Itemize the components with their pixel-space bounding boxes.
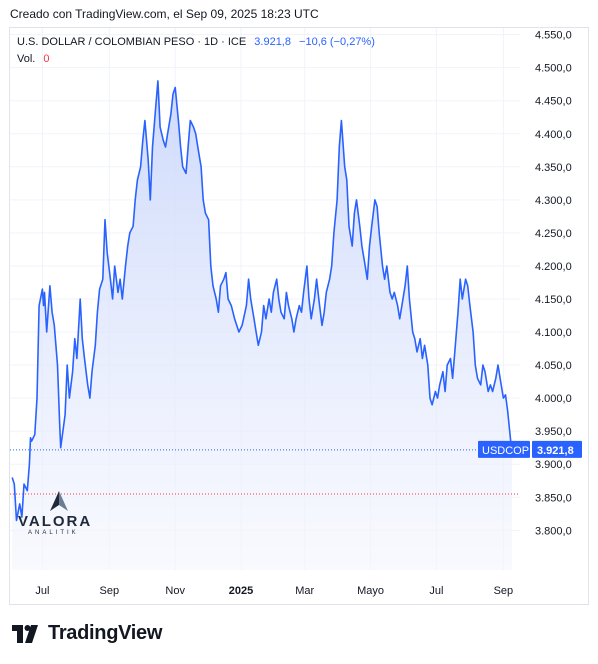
y-tick-label: 4.200,0 [535, 261, 572, 273]
y-tick-label: 4.550,0 [535, 30, 572, 42]
x-tick-label: Mayo [357, 585, 384, 597]
valora-watermark: VALORA ANALITIK [18, 491, 93, 536]
y-tick-label: 4.450,0 [535, 96, 572, 108]
volume-label: Vol. [17, 53, 36, 65]
ticker-tag-bg [478, 440, 530, 458]
x-axis-ticks: Jul Sep Nov 2025 Mar Mayo Jul Sep [35, 585, 513, 597]
x-tick-label: 2025 [229, 585, 253, 597]
ticker-tag-text: USDCOP [482, 445, 529, 457]
x-tick-label: Mar [295, 585, 314, 597]
chart-frame [9, 27, 589, 605]
x-tick-label: Jul [429, 585, 443, 597]
y-tick-label: 3.850,0 [535, 492, 572, 504]
y-tick-label: 4.400,0 [535, 129, 572, 141]
x-tick-label: Sep [494, 585, 514, 597]
y-tick-label: 3.800,0 [535, 525, 572, 537]
tradingview-footer-logo[interactable]: TradingView [12, 622, 162, 645]
y-tick-label: 4.500,0 [535, 63, 572, 75]
tradingview-logo-icon [12, 624, 38, 643]
valora-sub: ANALITIK [28, 530, 79, 536]
valora-logo-icon [50, 491, 68, 511]
x-tick-label: Sep [100, 585, 120, 597]
symbol-description: U.S. DOLLAR / COLOMBIAN PESO · 1D · ICE [17, 36, 247, 48]
price-change: −10,6 (−0,27%) [299, 36, 375, 48]
legend-symbol-row: U.S. DOLLAR / COLOMBIAN PESO · 1D · ICE … [17, 34, 375, 51]
y-tick-label: 3.950,0 [535, 426, 572, 438]
chart-legend: U.S. DOLLAR / COLOMBIAN PESO · 1D · ICE … [17, 34, 375, 68]
y-tick-label: 4.300,0 [535, 195, 572, 207]
legend-volume-row: Vol. 0 [17, 51, 375, 68]
price-line [11, 80, 513, 522]
created-with-caption: Creado con TradingView.com, el Sep 09, 2… [10, 7, 319, 21]
tradingview-brand-text: TradingView [48, 622, 163, 644]
y-tick-label: 3.900,0 [535, 459, 572, 471]
y-tick-label: 4.350,0 [535, 162, 572, 174]
volume-value: 0 [43, 53, 50, 65]
y-tick-label: 4.150,0 [535, 294, 572, 306]
y-tick-label: 4.100,0 [535, 327, 572, 339]
x-tick-label: Jul [35, 585, 49, 597]
last-value: 3.921,8 [254, 36, 291, 48]
y-tick-label: 4.000,0 [535, 393, 572, 405]
valora-name: VALORA [18, 513, 93, 530]
last-price-tag: USDCOP 3.921,8 [478, 440, 582, 458]
value-tag-text: 3.921,8 [537, 445, 574, 457]
y-tick-label: 4.050,0 [535, 360, 572, 372]
x-tick-label: Nov [165, 585, 185, 597]
y-axis-ticks: 3.800,0 3.850,0 3.900,0 3.950,0 4.000,0 4.050… [535, 30, 572, 538]
y-tick-label: 4.250,0 [535, 228, 572, 240]
value-tag-bg [532, 440, 582, 458]
